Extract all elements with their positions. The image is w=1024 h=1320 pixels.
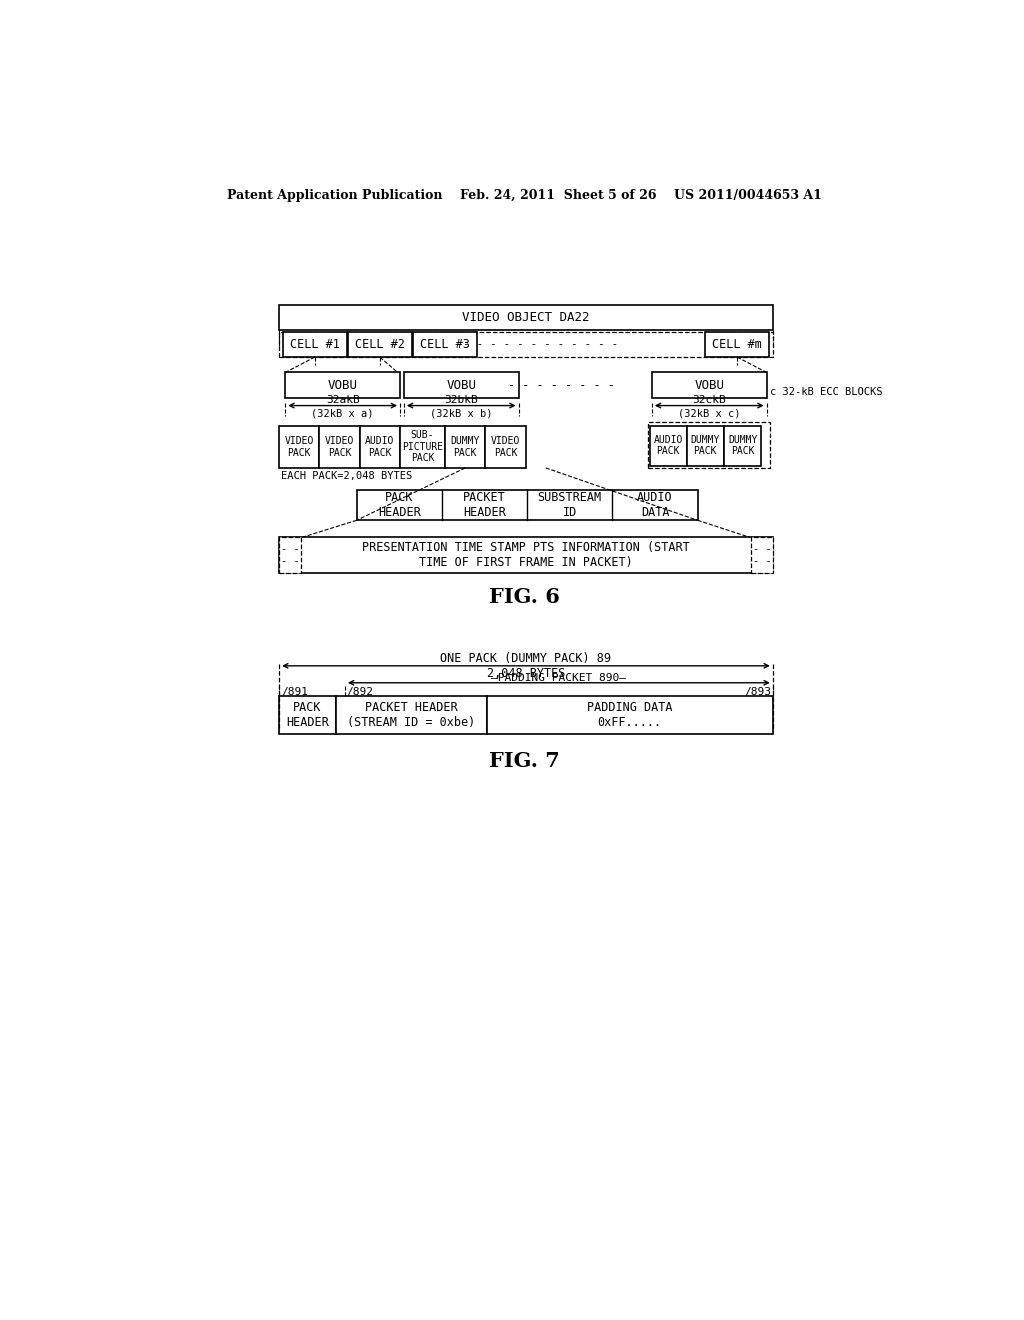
Text: PACK
HEADER: PACK HEADER: [286, 701, 329, 729]
Text: AUDIO
DATA: AUDIO DATA: [637, 491, 673, 519]
FancyBboxPatch shape: [280, 305, 773, 330]
Text: CELL #1: CELL #1: [290, 338, 340, 351]
Text: DUMMY
PACK: DUMMY PACK: [451, 436, 480, 458]
Text: Patent Application Publication    Feb. 24, 2011  Sheet 5 of 26    US 2011/004465: Patent Application Publication Feb. 24, …: [227, 189, 822, 202]
FancyBboxPatch shape: [414, 331, 477, 358]
FancyBboxPatch shape: [280, 537, 773, 573]
FancyBboxPatch shape: [280, 696, 336, 734]
FancyBboxPatch shape: [403, 372, 518, 397]
Text: CELL #m: CELL #m: [713, 338, 762, 351]
Text: PRESENTATION TIME STAMP PTS INFORMATION (START
TIME OF FIRST FRAME IN PACKET): PRESENTATION TIME STAMP PTS INFORMATION …: [362, 541, 690, 569]
Text: 32ckB: 32ckB: [692, 395, 726, 405]
Text: CELL #3: CELL #3: [420, 338, 470, 351]
FancyBboxPatch shape: [280, 537, 301, 573]
Text: VIDEO
PACK: VIDEO PACK: [285, 436, 314, 458]
Text: AUDIO
PACK: AUDIO PACK: [366, 436, 394, 458]
Text: —PADDING PACKET 890—: —PADDING PACKET 890—: [492, 673, 627, 684]
Text: PACKET HEADER
(STREAM ID = 0xbe): PACKET HEADER (STREAM ID = 0xbe): [347, 701, 475, 729]
Text: SUBSTREAM
ID: SUBSTREAM ID: [538, 491, 602, 519]
Text: - - - - - - - - - - - -: - - - - - - - - - - - -: [463, 339, 617, 350]
FancyBboxPatch shape: [348, 331, 412, 358]
FancyBboxPatch shape: [486, 696, 773, 734]
FancyBboxPatch shape: [652, 372, 767, 397]
FancyBboxPatch shape: [280, 331, 773, 358]
Text: 32akB: 32akB: [326, 395, 359, 405]
Text: AUDIO
PACK: AUDIO PACK: [653, 434, 683, 457]
FancyBboxPatch shape: [687, 425, 724, 466]
Text: SUB-
PICTURE
PACK: SUB- PICTURE PACK: [402, 430, 443, 463]
Text: - -
- -: - - - -: [753, 544, 771, 566]
Text: EACH PACK=2,048 BYTES: EACH PACK=2,048 BYTES: [281, 471, 412, 480]
FancyBboxPatch shape: [724, 425, 761, 466]
Text: (32kB x a): (32kB x a): [311, 408, 374, 418]
Text: PACK
HEADER: PACK HEADER: [378, 491, 421, 519]
Text: VOBU: VOBU: [446, 379, 476, 392]
Text: - -
- -: - - - -: [281, 544, 299, 566]
Text: /893: /893: [744, 686, 771, 697]
Text: c 32-kB ECC BLOCKS: c 32-kB ECC BLOCKS: [770, 387, 883, 397]
Text: FIG. 7: FIG. 7: [489, 751, 560, 771]
Text: VOBU: VOBU: [328, 379, 357, 392]
Text: PADDING DATA
0xFF.....: PADDING DATA 0xFF.....: [587, 701, 673, 729]
FancyBboxPatch shape: [283, 331, 346, 358]
Text: ONE PACK (DUMMY PACK) 89: ONE PACK (DUMMY PACK) 89: [440, 652, 611, 665]
Text: PACKET
HEADER: PACKET HEADER: [463, 491, 506, 519]
Text: CELL #2: CELL #2: [355, 338, 404, 351]
Text: /891: /891: [282, 686, 308, 697]
FancyBboxPatch shape: [445, 425, 485, 469]
FancyBboxPatch shape: [319, 425, 359, 469]
FancyBboxPatch shape: [648, 422, 770, 469]
FancyBboxPatch shape: [751, 537, 773, 573]
Text: VOBU: VOBU: [694, 379, 724, 392]
Text: 2,048 BYTES: 2,048 BYTES: [486, 667, 565, 680]
Text: /892: /892: [346, 686, 374, 697]
Text: FIG. 6: FIG. 6: [489, 587, 560, 607]
FancyBboxPatch shape: [356, 490, 697, 520]
FancyBboxPatch shape: [400, 425, 445, 469]
FancyBboxPatch shape: [336, 696, 486, 734]
Text: (32kB x c): (32kB x c): [678, 408, 740, 418]
FancyBboxPatch shape: [286, 372, 400, 397]
Text: VIDEO OBJECT DA22: VIDEO OBJECT DA22: [462, 312, 590, 323]
FancyBboxPatch shape: [485, 425, 525, 469]
Text: 32bkB: 32bkB: [444, 395, 478, 405]
Text: (32kB x b): (32kB x b): [430, 408, 493, 418]
FancyBboxPatch shape: [706, 331, 769, 358]
Text: - - - - - - - -: - - - - - - - -: [508, 379, 614, 392]
Text: VIDEO
PACK: VIDEO PACK: [325, 436, 354, 458]
Text: DUMMY
PACK: DUMMY PACK: [728, 434, 758, 457]
Text: VIDEO
PACK: VIDEO PACK: [490, 436, 520, 458]
FancyBboxPatch shape: [280, 425, 319, 469]
FancyBboxPatch shape: [649, 425, 687, 466]
FancyBboxPatch shape: [359, 425, 400, 469]
Text: DUMMY
PACK: DUMMY PACK: [690, 434, 720, 457]
